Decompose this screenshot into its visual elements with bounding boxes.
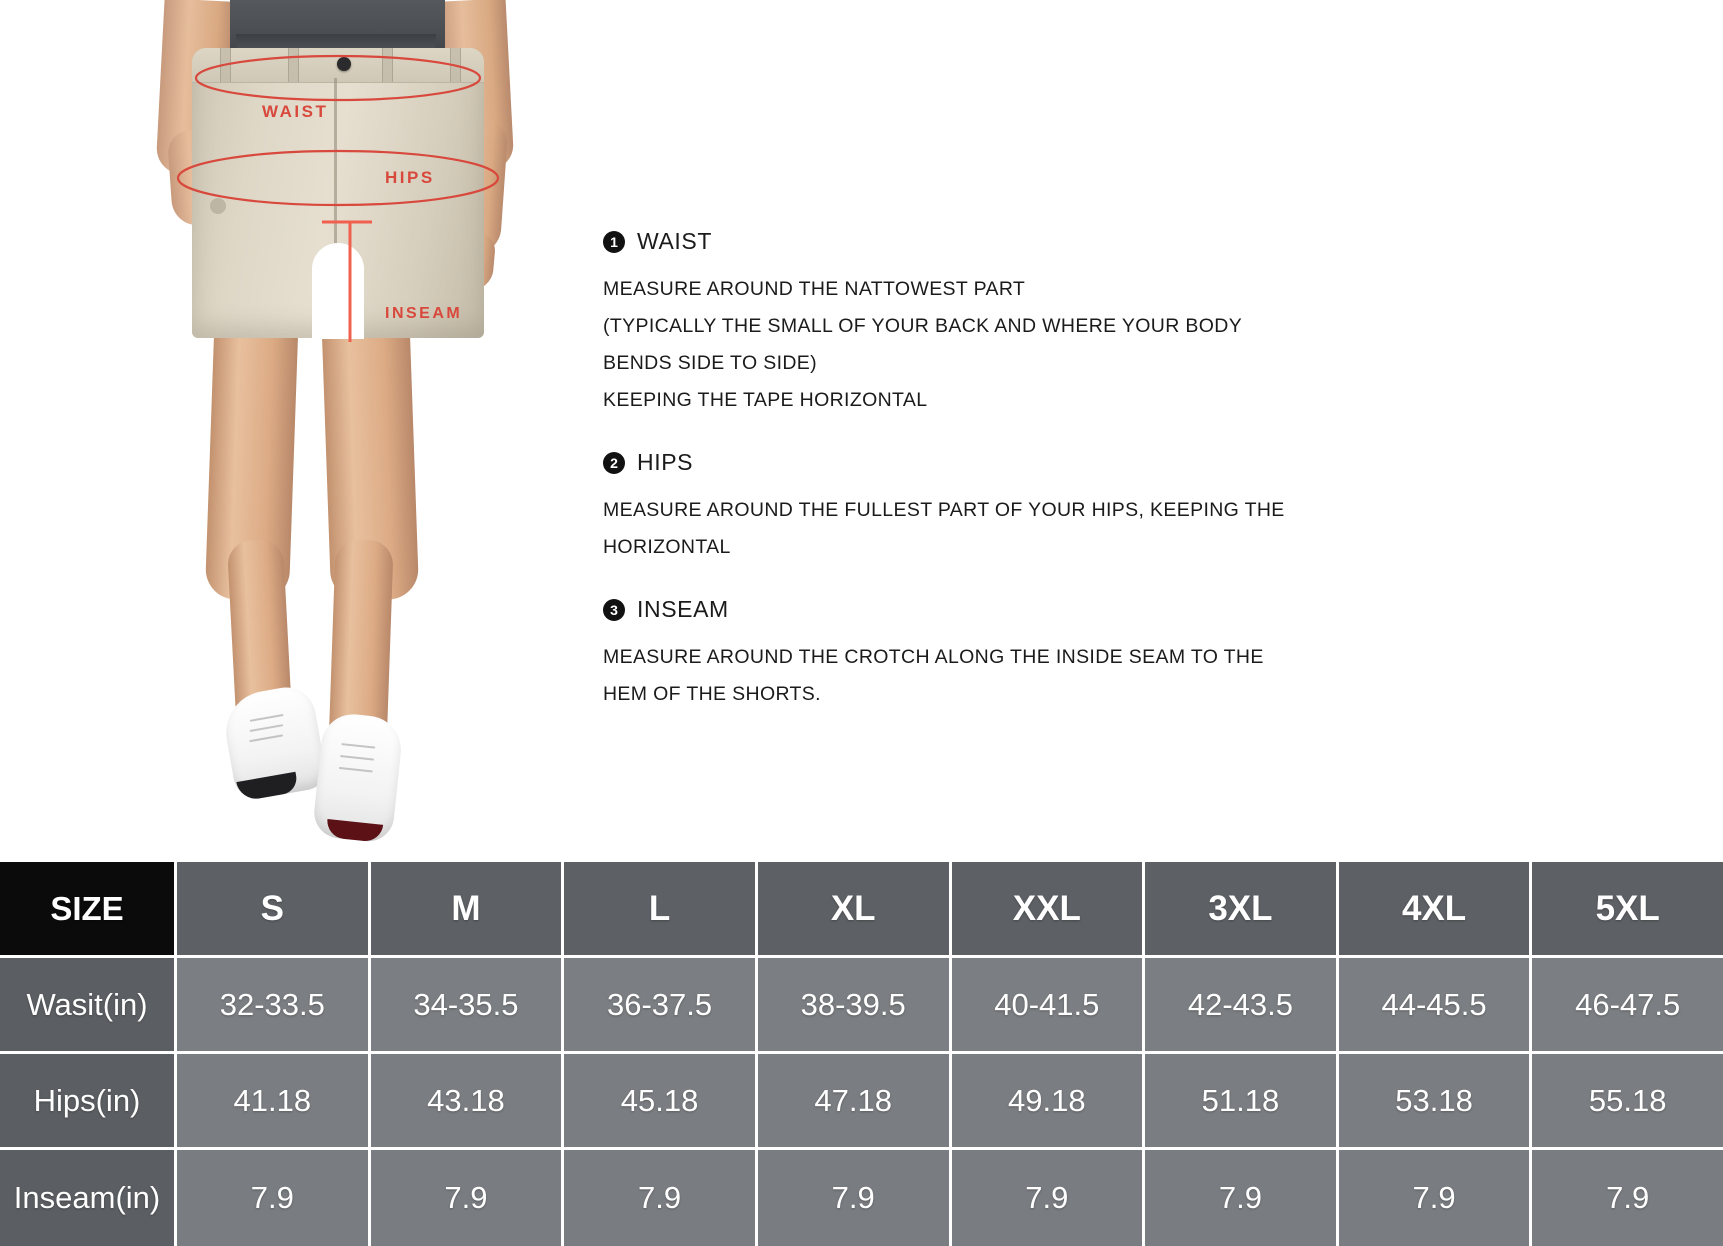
step-number-badge: 2 [603, 451, 625, 474]
hips-value-s: 41.18 [177, 1054, 371, 1150]
inseam-value-xl: 7.9 [757, 1150, 952, 1246]
hips-figure-label: HIPS [385, 168, 435, 187]
shorts-crotch-gap [312, 243, 364, 339]
hips-value-3xl: 51.18 [1145, 1054, 1339, 1150]
shoe-lace [249, 713, 284, 722]
waist-figure-label: WAIST [262, 102, 329, 121]
instruction-title: INSEAM [637, 596, 729, 622]
belt-loop [450, 48, 461, 82]
waist-value-5xl: 46-47.5 [1532, 958, 1723, 1054]
instruction-block-waist: 1 WAIST MEASURE AROUND THE NATTOWEST PAR… [603, 228, 1423, 419]
shoe-lace [249, 724, 284, 733]
table-header-size-xl: XL [757, 862, 952, 958]
instruction-heading: 3 INSEAM [603, 596, 1423, 623]
instruction-line: (TYPICALLY THE SMALL OF YOUR BACK AND WH… [603, 315, 1243, 337]
shorts-button [337, 57, 351, 71]
inseam-value-l: 7.9 [564, 1150, 758, 1246]
instruction-heading: 2 HIPS [603, 449, 1423, 476]
table-row-hips: Hips(in) 41.18 43.18 45.18 47.18 49.18 5… [0, 1054, 1723, 1150]
shoe-lace [249, 734, 284, 743]
shoe-lace [341, 743, 376, 749]
row-label-waist: Wasit(in) [0, 958, 177, 1054]
shorts-fly-seam [334, 78, 337, 258]
instruction-line: BENDS SIDE TO SIDE) [603, 352, 817, 374]
step-number-badge: 3 [603, 598, 625, 621]
instruction-title: WAIST [637, 228, 712, 254]
table-header-size-3xl: 3XL [1145, 862, 1339, 958]
waist-value-l: 36-37.5 [564, 958, 758, 1054]
table-header-size-s: S [177, 862, 371, 958]
waist-value-xl: 38-39.5 [757, 958, 952, 1054]
table-header-size-m: M [370, 862, 565, 958]
instruction-line: HORIZONTAL [603, 536, 731, 558]
table-header-row: SIZE S M L XL XXL 3XL 4XL 5XL [0, 862, 1723, 958]
waist-value-m: 34-35.5 [370, 958, 565, 1054]
belt-loop [220, 48, 231, 82]
inseam-value-3xl: 7.9 [1145, 1150, 1339, 1246]
instruction-title: HIPS [637, 449, 694, 475]
instruction-heading: 1 WAIST [603, 228, 1423, 255]
belt-loop [288, 48, 299, 82]
hips-value-m: 43.18 [370, 1054, 565, 1150]
shoe-lace [340, 755, 375, 761]
instruction-line: MEASURE AROUND THE FULLEST PART OF YOUR … [603, 499, 1285, 521]
inseam-value-5xl: 7.9 [1532, 1150, 1723, 1246]
table-corner-size-label: SIZE [0, 862, 177, 958]
instruction-line: MEASURE AROUND THE NATTOWEST PART [603, 278, 1026, 300]
measuring-instructions: 1 WAIST MEASURE AROUND THE NATTOWEST PAR… [603, 228, 1423, 741]
instruction-line: KEEPING THE TAPE HORIZONTAL [603, 389, 928, 411]
instruction-block-inseam: 3 INSEAM MEASURE AROUND THE CROTCH ALONG… [603, 596, 1423, 713]
model-right-shoe [311, 711, 405, 844]
product-shorts [192, 48, 484, 339]
table-header-size-xxl: XXL [951, 862, 1146, 958]
waist-value-3xl: 42-43.5 [1145, 958, 1339, 1054]
step-number-badge: 1 [603, 230, 625, 253]
belt-loop [382, 48, 393, 82]
hips-value-4xl: 53.18 [1338, 1054, 1533, 1150]
hips-value-xxl: 49.18 [951, 1054, 1146, 1150]
shorts-pocket-snap [210, 198, 226, 214]
instruction-block-hips: 2 HIPS MEASURE AROUND THE FULLEST PART O… [603, 449, 1423, 566]
hips-value-l: 45.18 [564, 1054, 758, 1150]
shoe-lace [338, 766, 373, 773]
inseam-figure-label: INSEAM [385, 305, 463, 322]
inseam-value-s: 7.9 [177, 1150, 371, 1246]
instruction-line: MEASURE AROUND THE CROTCH ALONG THE INSI… [603, 646, 1264, 668]
table-header-size-5xl: 5XL [1532, 862, 1723, 958]
product-figure: WAIST HIPS INSEAM [150, 0, 580, 844]
waist-value-s: 32-33.5 [177, 958, 371, 1054]
table-row-waist: Wasit(in) 32-33.5 34-35.5 36-37.5 38-39.… [0, 958, 1723, 1054]
waist-value-xxl: 40-41.5 [951, 958, 1146, 1054]
top-section: WAIST HIPS INSEAM 1 WAIST MEASURE AROUND… [0, 0, 1723, 862]
table-header-size-l: L [564, 862, 758, 958]
table-row-inseam: Inseam(in) 7.9 7.9 7.9 7.9 7.9 7.9 7.9 7… [0, 1150, 1723, 1246]
inseam-value-4xl: 7.9 [1338, 1150, 1533, 1246]
inseam-value-xxl: 7.9 [951, 1150, 1146, 1246]
table-header-size-4xl: 4XL [1338, 862, 1533, 958]
size-table: SIZE S M L XL XXL 3XL 4XL 5XL Wasit(in) … [0, 862, 1723, 1246]
row-label-hips: Hips(in) [0, 1054, 177, 1150]
row-label-inseam: Inseam(in) [0, 1150, 177, 1246]
inseam-value-m: 7.9 [370, 1150, 565, 1246]
hips-value-5xl: 55.18 [1532, 1054, 1723, 1150]
hips-value-xl: 47.18 [757, 1054, 952, 1150]
waist-value-4xl: 44-45.5 [1338, 958, 1533, 1054]
instruction-line: HEM OF THE SHORTS. [603, 683, 821, 705]
